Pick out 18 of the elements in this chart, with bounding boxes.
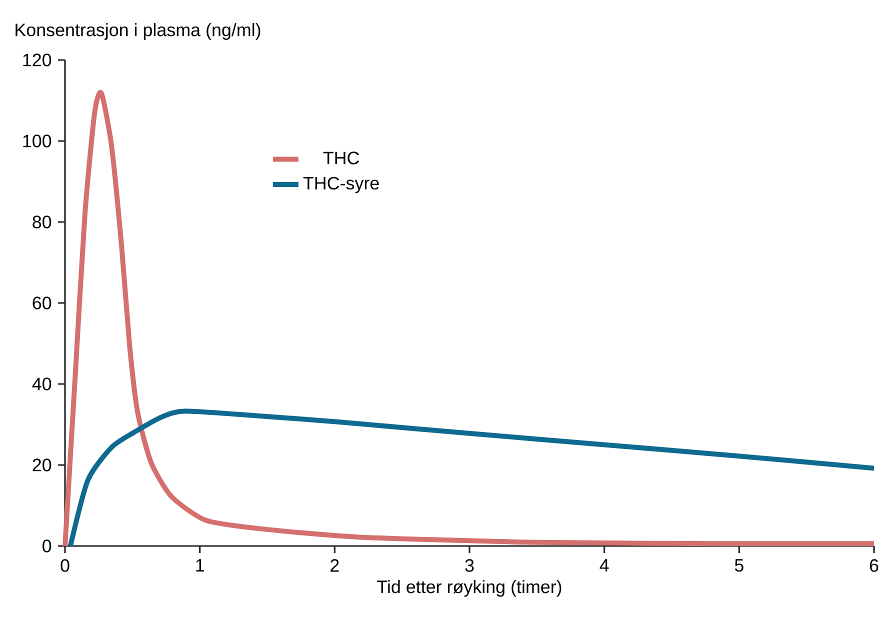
x-axis-title: Tid etter røyking (timer) [377, 580, 562, 597]
legend-label: THC [323, 152, 360, 164]
x-tick-label: 4 [600, 559, 609, 572]
y-tick-label: 100 [23, 134, 52, 148]
y-axis-title: Konsentrasjon i plasma (ng/ml) [16, 23, 260, 40]
x-tick-label: 6 [870, 559, 878, 572]
x-tick-label: 1 [196, 559, 204, 572]
legend-label: THC-syre [303, 176, 379, 194]
y-tick-label: 60 [32, 296, 52, 310]
x-tick-label: 3 [465, 559, 474, 572]
y-tick-label: 120 [23, 54, 52, 66]
x-tick-label: 5 [734, 559, 744, 572]
x-tick-label: 0 [60, 559, 70, 572]
x-tick-label: 2 [330, 559, 339, 572]
y-tick-label: 40 [32, 378, 52, 390]
y-tick-label: 0 [42, 540, 52, 552]
y-tick-label: 80 [32, 216, 52, 228]
y-tick-label: 20 [32, 458, 52, 472]
